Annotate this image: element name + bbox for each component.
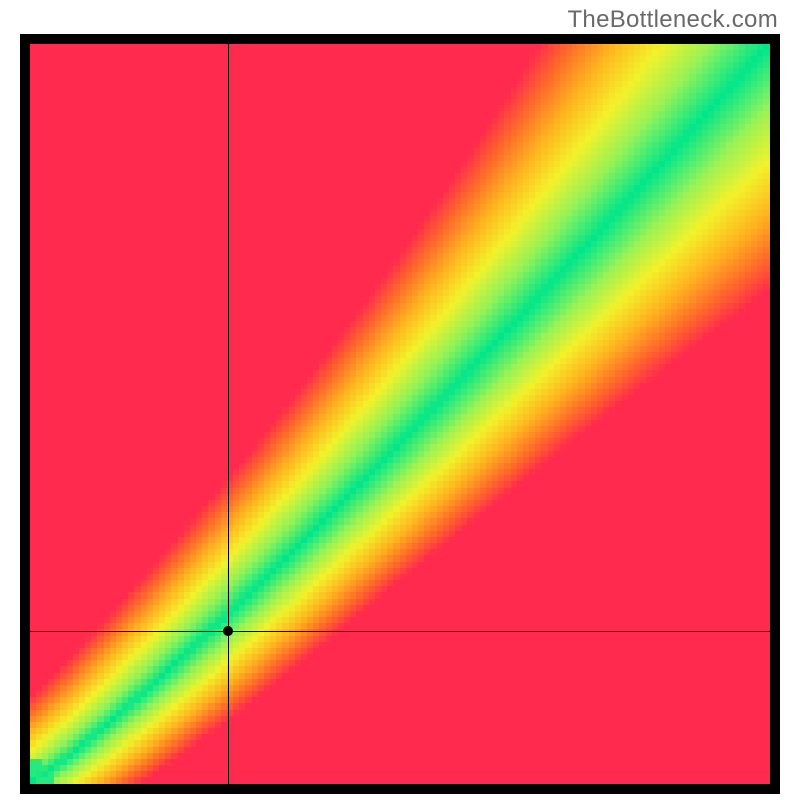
crosshair-vertical <box>228 44 229 784</box>
chart-outer-frame <box>20 34 780 794</box>
heatmap-canvas <box>30 44 770 784</box>
chart-plot-area <box>30 44 770 784</box>
marker-dot <box>223 626 233 636</box>
watermark-text: TheBottleneck.com <box>567 6 778 34</box>
crosshair-horizontal <box>30 631 770 632</box>
